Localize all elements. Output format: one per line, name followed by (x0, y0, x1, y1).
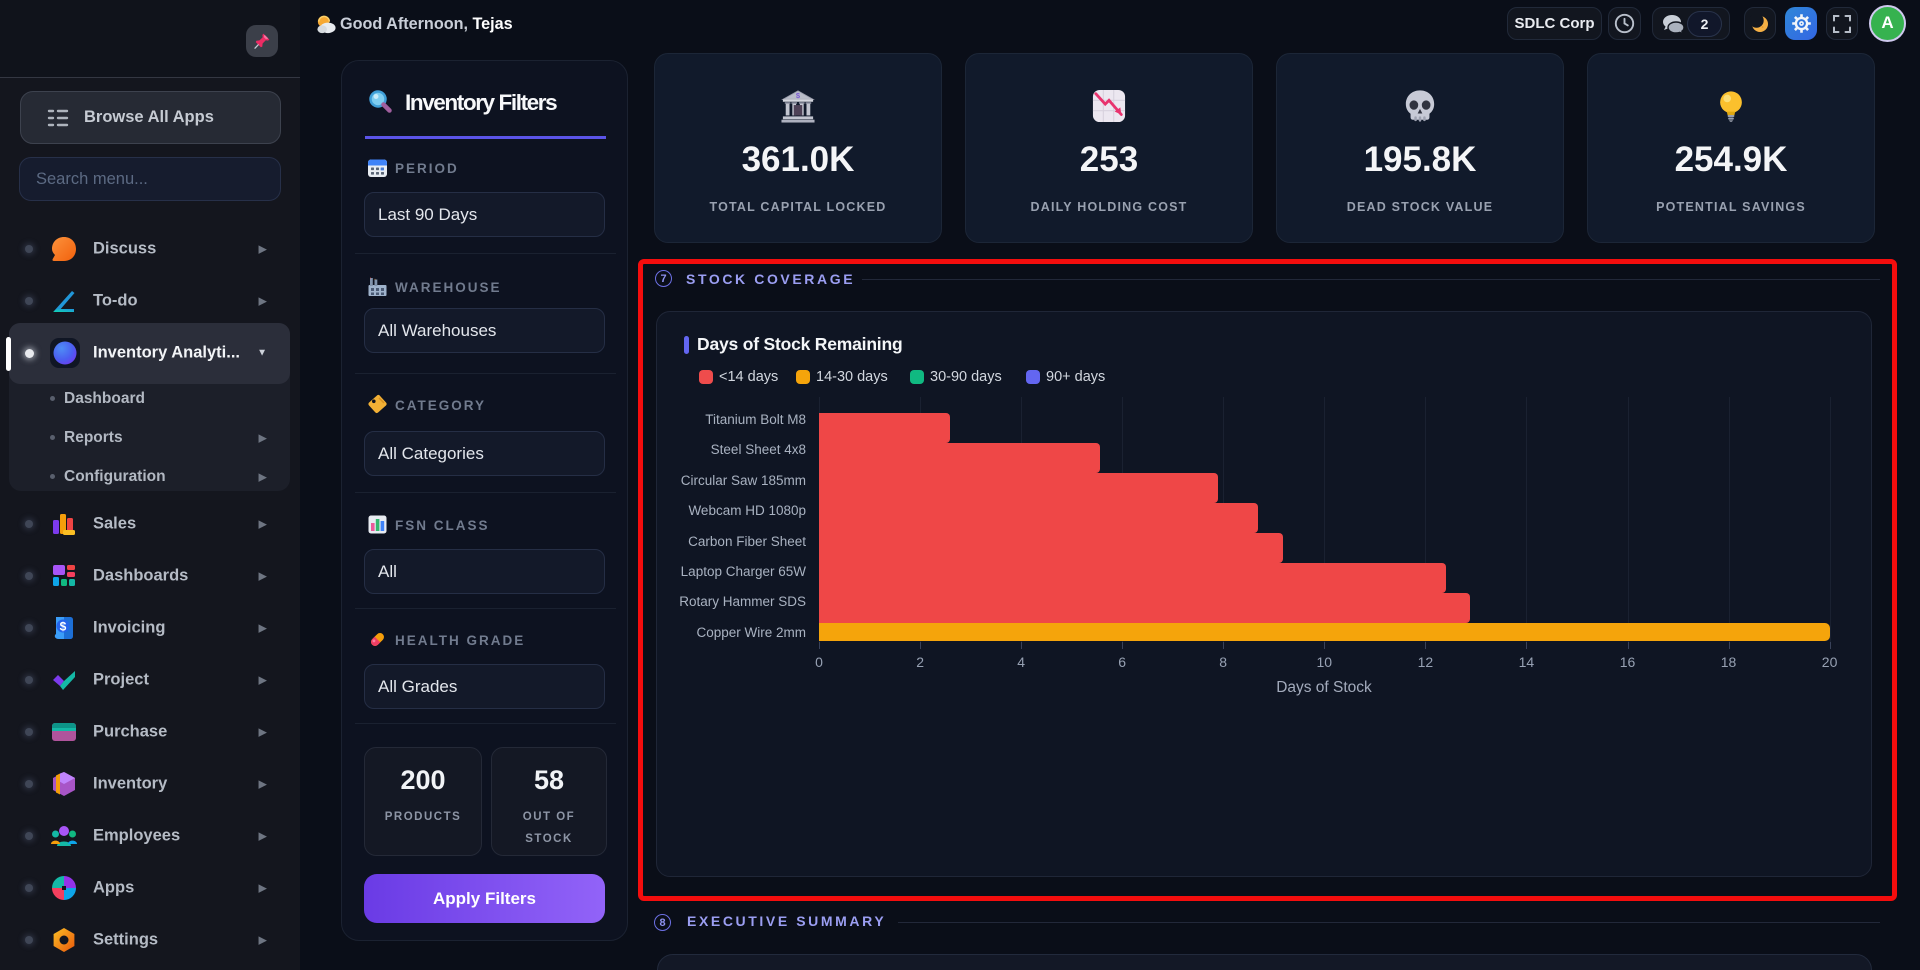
svg-text:$: $ (60, 620, 67, 634)
svg-text:$: $ (796, 91, 801, 100)
